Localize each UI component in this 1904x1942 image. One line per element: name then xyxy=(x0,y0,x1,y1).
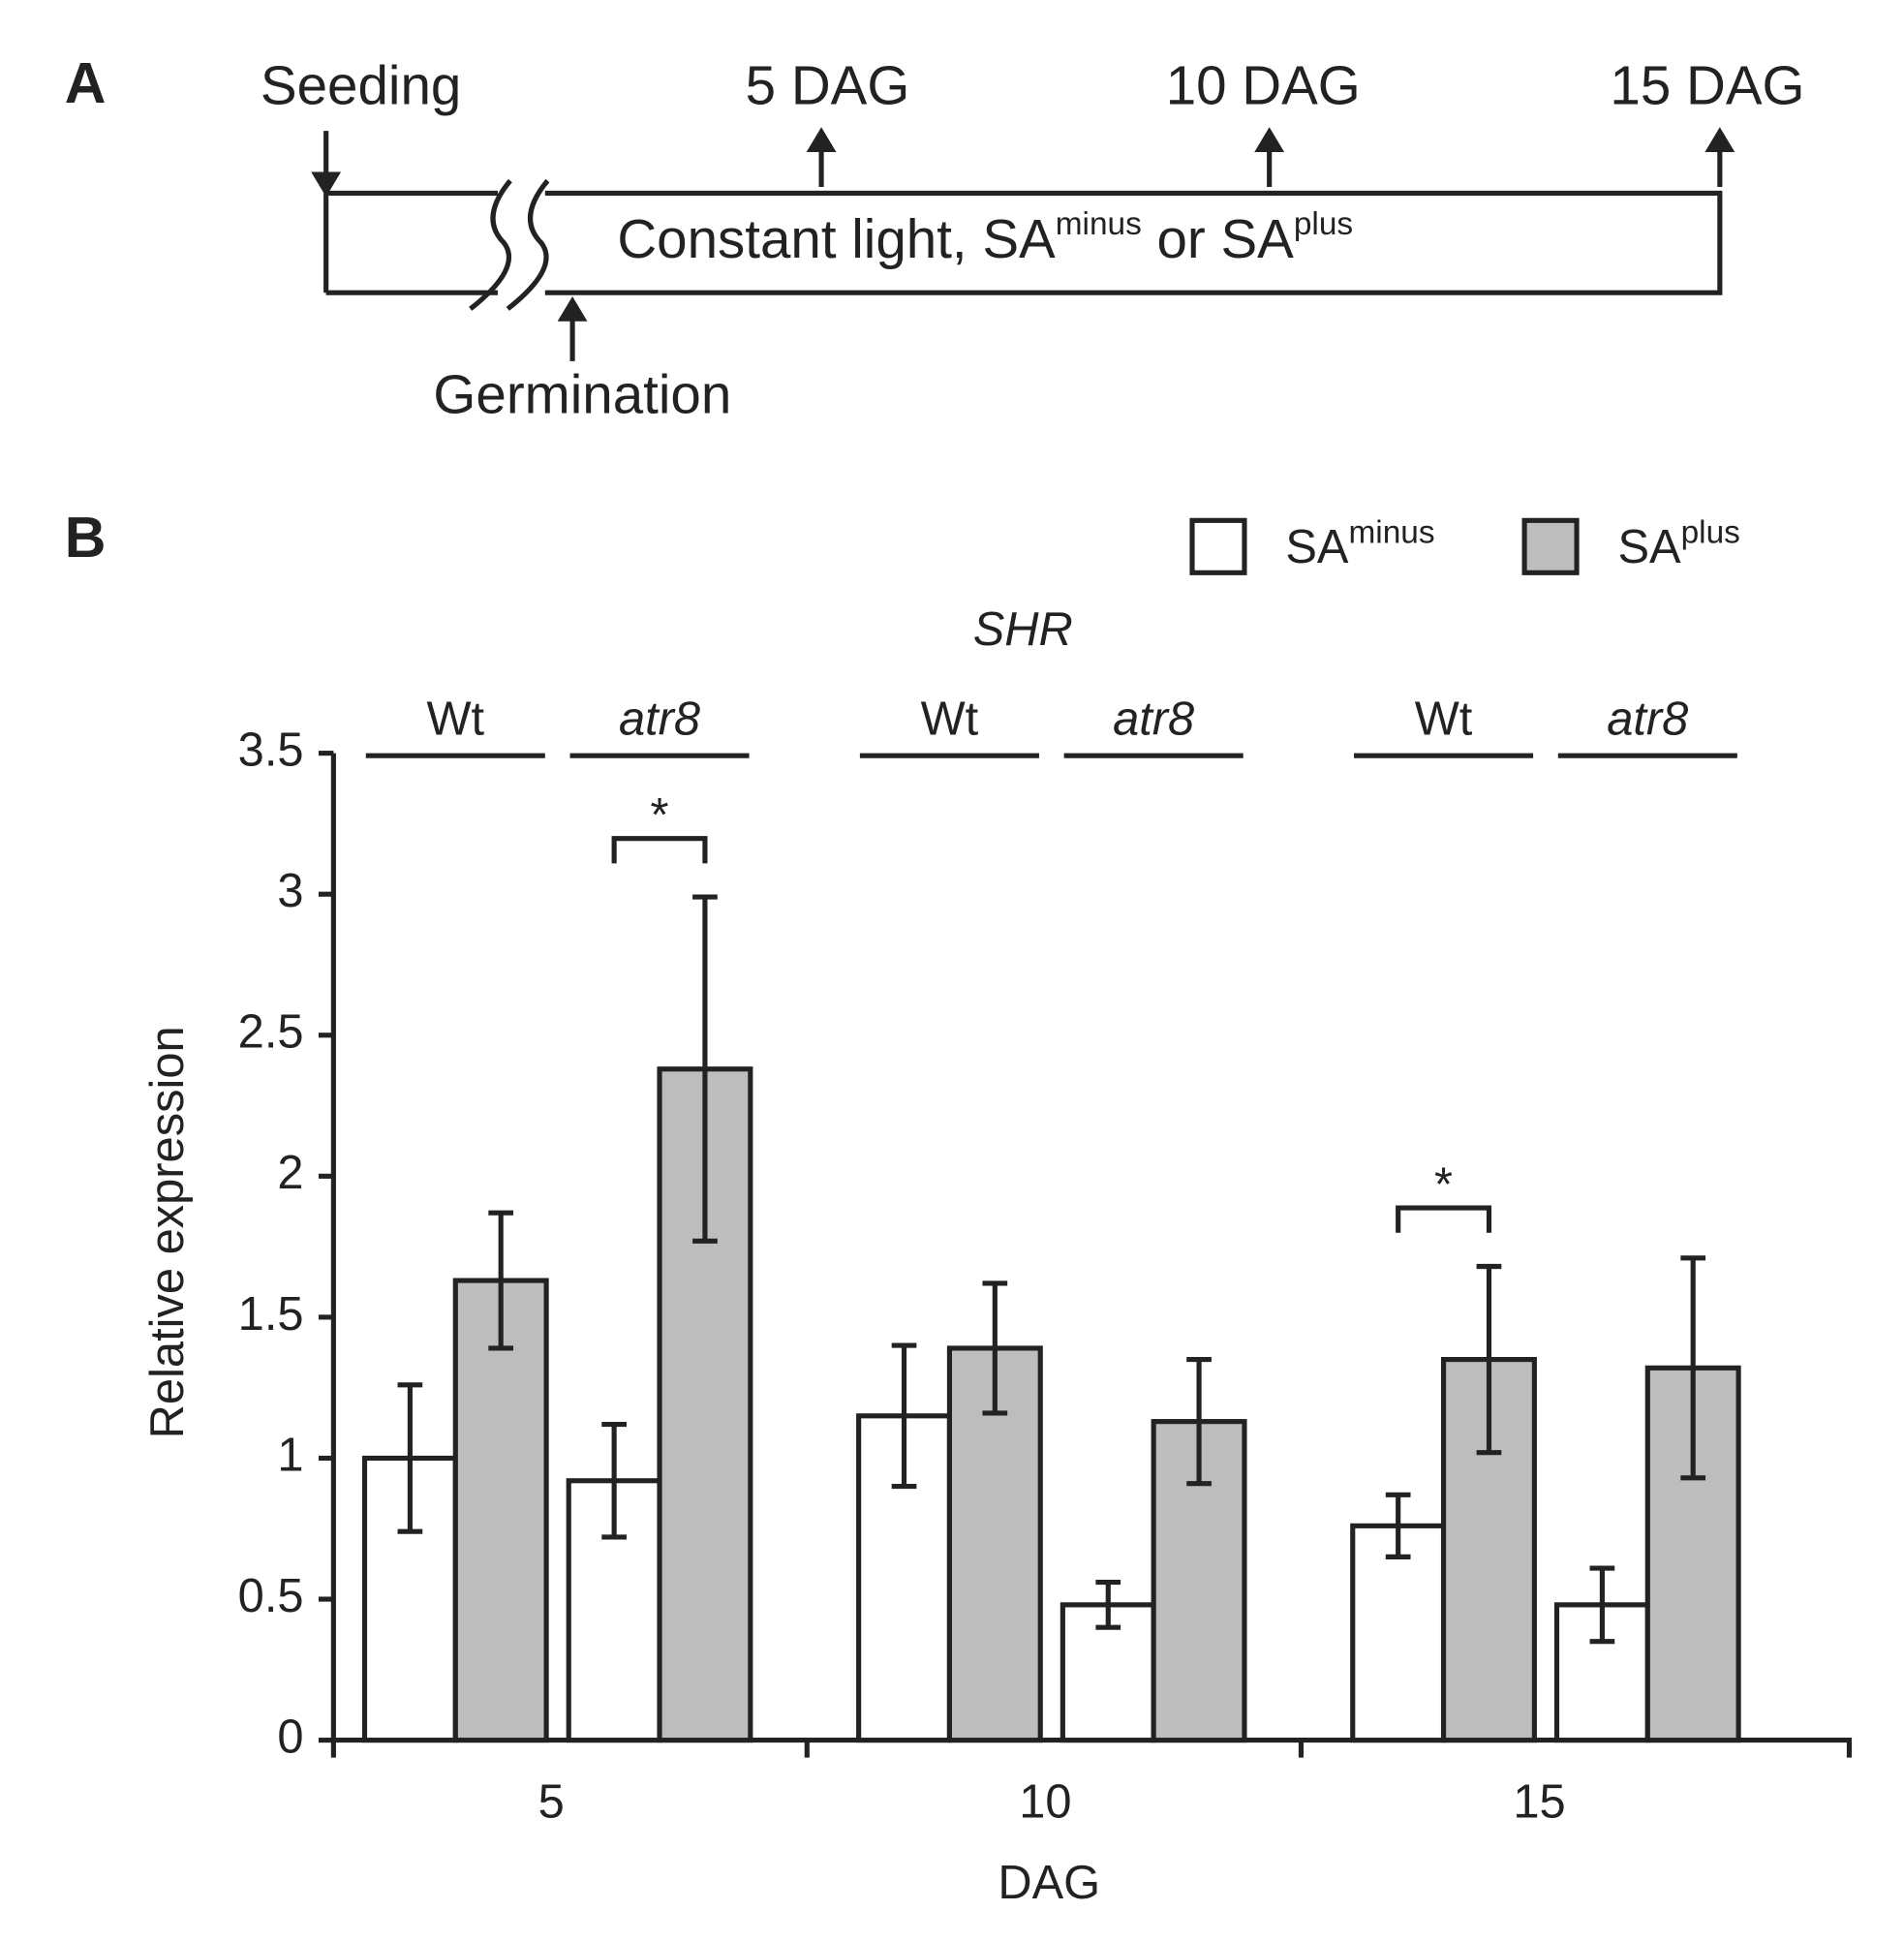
x-group-label: 5 xyxy=(538,1775,565,1828)
error-bar xyxy=(692,894,718,1244)
error-bar xyxy=(1186,1357,1212,1487)
error-bar xyxy=(397,1382,423,1534)
y-tick-label: 1.5 xyxy=(238,1288,304,1341)
condition-sup: plus xyxy=(1294,206,1353,242)
legend-swatch xyxy=(1521,517,1580,575)
category-label: Wt xyxy=(1415,693,1473,745)
legend-name: SA xyxy=(1617,521,1681,573)
timeline-box xyxy=(325,190,1723,295)
chart-title: SHR xyxy=(973,603,1073,656)
y-tick-label: 0 xyxy=(277,1711,303,1764)
category-label: atr8 xyxy=(1113,693,1194,745)
y-axis-label: Relative expression xyxy=(141,1026,194,1438)
panel-label: A xyxy=(65,50,107,115)
break-mark xyxy=(469,178,550,311)
category-label: Wt xyxy=(426,693,484,745)
error-bar xyxy=(1589,1565,1615,1645)
seeding-label: Seeding xyxy=(261,55,461,116)
error-bar xyxy=(1385,1492,1411,1559)
error-bar xyxy=(1680,1255,1706,1481)
legend-swatch xyxy=(1189,517,1247,575)
y-tick-label: 3.5 xyxy=(238,724,304,777)
condition-text: or SA xyxy=(1142,208,1294,269)
legend-name: SA xyxy=(1285,521,1349,573)
legend-label: SAminus xyxy=(1285,514,1434,573)
y-tick-label: 2.5 xyxy=(238,1006,304,1059)
panel-label: B xyxy=(65,505,107,570)
condition-sup: minus xyxy=(1056,206,1142,242)
germination-label: Germination xyxy=(433,363,731,424)
error-bar xyxy=(891,1342,917,1490)
error-bar xyxy=(488,1210,514,1351)
legend-sup: plus xyxy=(1681,514,1740,550)
timepoint-label: 10 DAG xyxy=(1166,55,1361,116)
legend-sup: minus xyxy=(1348,514,1434,550)
bar xyxy=(1059,1602,1156,1743)
legend-label: SAplus xyxy=(1617,514,1739,573)
x-group-label: 15 xyxy=(1513,1775,1565,1828)
arrow-shaft xyxy=(323,131,1723,361)
category-label: Wt xyxy=(921,693,979,745)
category-label: atr8 xyxy=(619,693,700,745)
x-axis-label: DAG xyxy=(998,1857,1100,1909)
error-bar xyxy=(982,1280,1008,1416)
significance-label: * xyxy=(1434,1158,1453,1211)
timepoint-label: 15 DAG xyxy=(1610,55,1804,116)
condition-label: Constant light, SAminus or SAplus xyxy=(617,206,1353,269)
y-tick-label: 1 xyxy=(277,1429,303,1481)
error-bar xyxy=(601,1421,627,1540)
condition-text: Constant light, SA xyxy=(617,208,1056,269)
significance-bracket xyxy=(611,836,708,864)
significance-label: * xyxy=(651,789,669,842)
timeline xyxy=(323,131,1723,361)
y-tick-label: 2 xyxy=(277,1147,303,1199)
category-label: atr8 xyxy=(1607,693,1688,745)
error-bar xyxy=(1095,1580,1121,1630)
y-tick-label: 3 xyxy=(277,865,303,917)
significance-bracket xyxy=(1396,1205,1492,1233)
error-bar xyxy=(1476,1263,1502,1456)
x-group-label: 10 xyxy=(1019,1775,1071,1828)
y-tick-label: 0.5 xyxy=(238,1570,304,1622)
timepoint-label: 5 DAG xyxy=(746,55,910,116)
